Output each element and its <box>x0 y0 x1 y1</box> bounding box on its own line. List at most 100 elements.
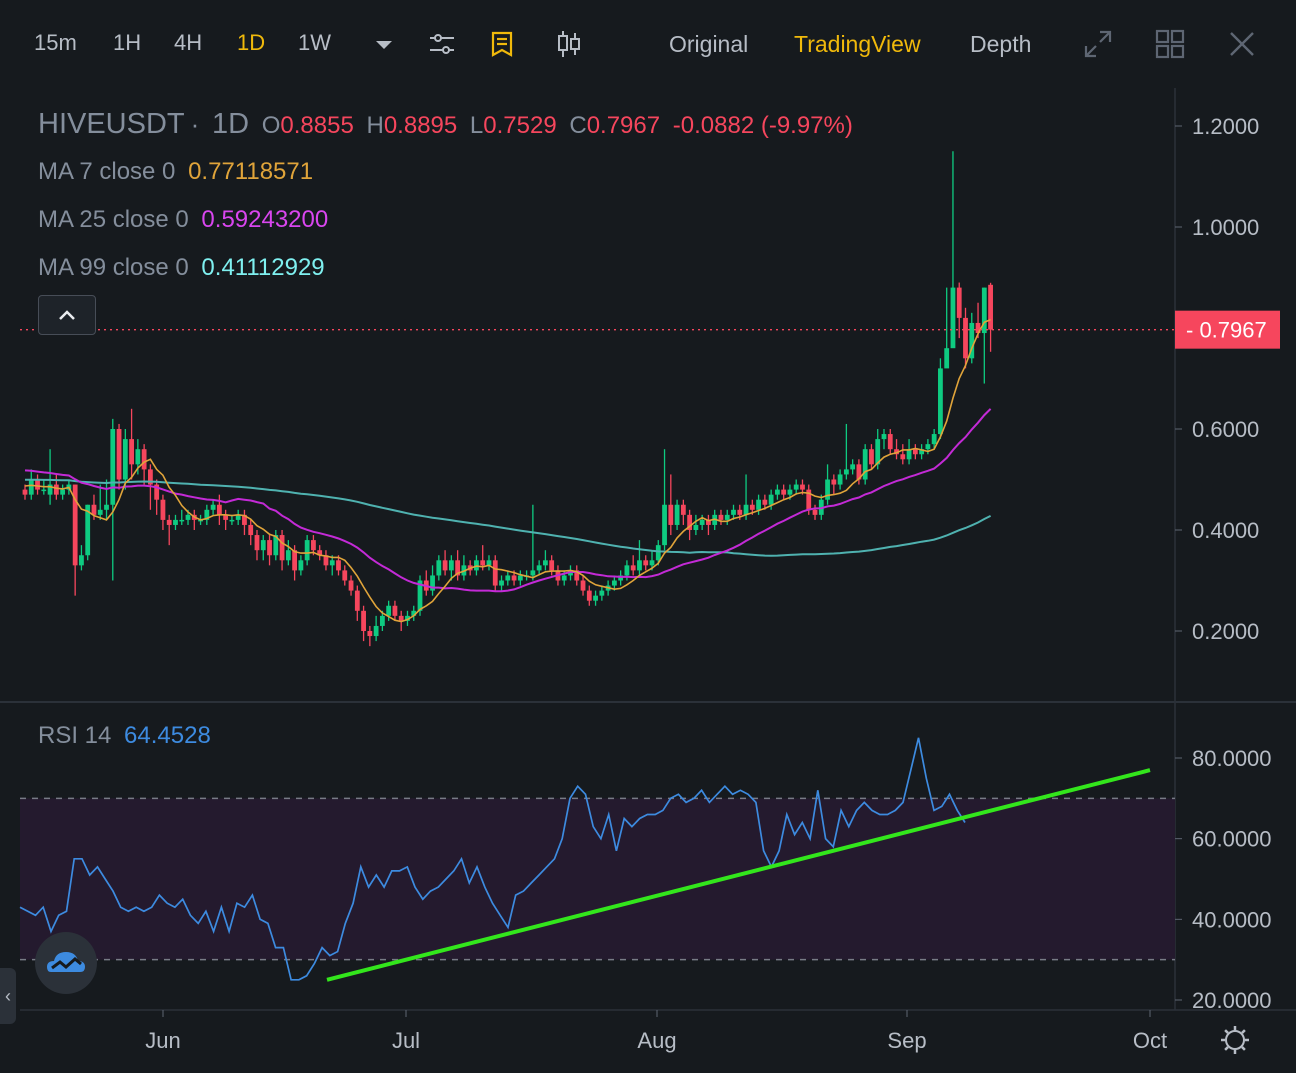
candle-down <box>455 560 461 576</box>
candle-down <box>348 580 354 591</box>
candle-down <box>511 575 517 581</box>
cloud-logo-icon <box>47 952 85 972</box>
timeframe-1d[interactable]: 1D <box>237 30 266 55</box>
candle-down <box>72 484 78 566</box>
candle-up <box>931 434 937 445</box>
price-chart[interactable]: 0.2000 0.4000 0.6000 1.0000 1.2000 20.0000 40.… <box>0 88 1296 1068</box>
candle-down <box>116 429 122 480</box>
candle-down <box>856 464 862 480</box>
ma99-label: MA 99 close 0 <box>38 254 189 281</box>
candle-type-icon[interactable] <box>553 28 585 60</box>
view-tradingview[interactable]: TradingView <box>794 31 921 57</box>
timeframe-1w[interactable]: 1W <box>298 30 331 55</box>
rsi-tick-label: 80.0000 <box>1192 746 1272 771</box>
candle-up <box>417 580 423 611</box>
indicator-settings-icon[interactable] <box>426 28 458 60</box>
ma7-label: MA 7 close 0 <box>38 158 176 185</box>
fullscreen-icon[interactable] <box>1082 28 1114 60</box>
candle-down <box>317 550 323 556</box>
candle-down <box>342 570 348 581</box>
candle-down <box>223 514 229 520</box>
rsi-trendline <box>326 768 1151 982</box>
price-tick-label: 0.4000 <box>1192 518 1259 543</box>
collapse-sidebar-tab[interactable]: ‹ <box>0 968 16 1024</box>
rsi-band-fill <box>20 798 1175 960</box>
grid-layout-icon[interactable] <box>1154 28 1186 60</box>
candle-down <box>279 535 285 561</box>
candle-up <box>699 519 705 525</box>
ma25-line <box>24 408 992 593</box>
candle-down <box>749 504 755 510</box>
price-tick-label: 1.2000 <box>1192 114 1259 139</box>
candle-down <box>762 499 768 505</box>
candle-up <box>85 504 91 556</box>
candle-down <box>831 479 837 485</box>
collapse-legend-button[interactable] <box>38 295 96 335</box>
ma99-legend: MA 99 close 0 0.41112929 <box>38 254 331 282</box>
candle-up <box>611 580 617 586</box>
candle-down <box>806 489 812 510</box>
candle-up <box>304 540 310 561</box>
candle-up <box>768 494 774 505</box>
chevron-up-icon <box>59 310 75 320</box>
study-template-icon[interactable] <box>486 28 518 60</box>
candle-down <box>492 560 498 586</box>
chart-area[interactable]: 0.2000 0.4000 0.6000 1.0000 1.2000 20.0000 40.… <box>0 88 1296 1068</box>
candle-up <box>179 519 185 522</box>
candle-up <box>906 449 912 460</box>
candle-up <box>486 560 492 566</box>
candle-down <box>35 479 40 490</box>
candle-down <box>323 555 329 566</box>
candle-up <box>104 504 109 510</box>
change-value: -0.0882 (-9.97%) <box>672 112 853 139</box>
tradingview-logo-button[interactable] <box>35 932 97 994</box>
candle-up <box>624 565 630 576</box>
low-value: 0.7529 <box>483 112 557 139</box>
candle-down <box>148 469 153 485</box>
candle-up <box>850 464 856 470</box>
ma25-label: MA 25 close 0 <box>38 206 189 233</box>
candle-up <box>430 575 435 591</box>
candle-up <box>649 560 655 566</box>
view-original[interactable]: Original <box>669 31 749 57</box>
candle-down <box>687 514 693 530</box>
chart-toolbar: 15m 1H 4H 1D 1W Original TradingView Dep… <box>0 0 1296 89</box>
candle-up <box>285 550 291 561</box>
candle-down <box>963 317 968 359</box>
view-depth[interactable]: Depth <box>970 31 1032 57</box>
rsi-tick-label: 40.0000 <box>1192 907 1272 932</box>
close-icon[interactable] <box>1226 28 1258 60</box>
timeframe-15m[interactable]: 15m <box>34 30 77 55</box>
time-tick-label: Jun <box>145 1028 180 1053</box>
candle-down <box>480 560 486 566</box>
candle-down <box>580 580 586 591</box>
candle-up <box>436 560 442 576</box>
candle-up <box>837 474 843 485</box>
candle-down <box>574 570 580 581</box>
candle-up <box>373 625 379 637</box>
candle-up <box>204 509 210 520</box>
open-value: 0.8855 <box>280 112 354 139</box>
candle-down <box>53 484 59 495</box>
candle-down <box>912 449 918 455</box>
candle-down <box>160 499 166 520</box>
candle-up <box>787 489 793 495</box>
candle-up <box>505 575 511 581</box>
chevron-left-icon: ‹ <box>5 986 11 1006</box>
timeframe-4h[interactable]: 4H <box>174 30 203 55</box>
timeframe-1h[interactable]: 1H <box>113 30 142 55</box>
last-price-badge <box>1175 310 1280 349</box>
candle-down <box>975 322 981 334</box>
candle-up <box>793 484 799 490</box>
candle-up <box>210 504 216 510</box>
dropdown-icon[interactable] <box>368 28 400 60</box>
candle-down <box>812 509 818 515</box>
candle-up <box>536 565 542 571</box>
candle-up <box>41 489 47 492</box>
candle-down <box>586 590 592 601</box>
rsi-label: RSI 14 <box>38 722 112 749</box>
close-value: 0.7967 <box>586 112 661 139</box>
candle-up <box>693 524 699 530</box>
candle-up <box>925 444 931 450</box>
settings-gear-icon[interactable] <box>1221 1026 1249 1054</box>
